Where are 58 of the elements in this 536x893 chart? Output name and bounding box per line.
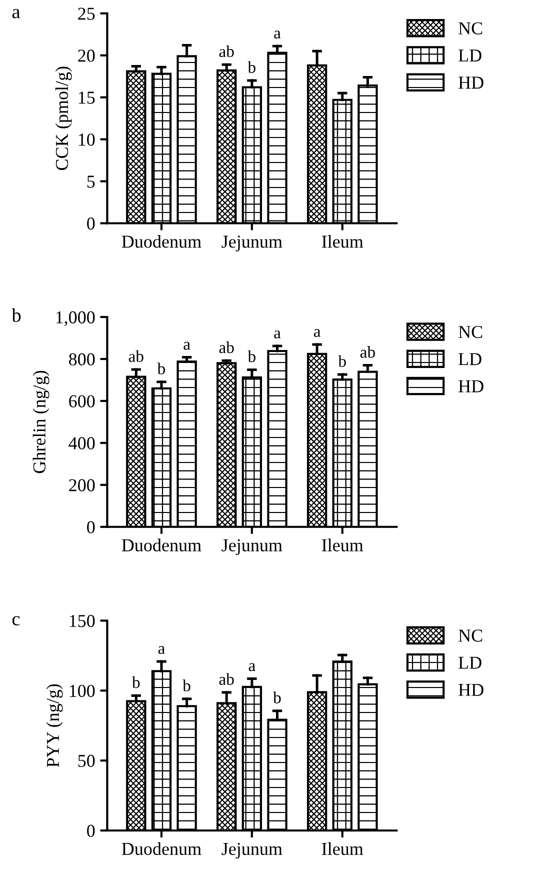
y-tick-label: 150 [70,614,95,628]
y-tick-label: 25 [78,8,95,20]
data-label: a [274,330,281,338]
legend-label: NC [458,22,482,34]
y-tick-label: 0 [87,218,95,230]
x-tick-label: Jejunum [222,842,282,859]
x-tick-label: Ileum [322,842,364,855]
legend-label: LD [458,656,482,669]
data-label: ab [128,350,144,362]
y-tick-label: 800 [69,353,95,366]
data-label: b [248,350,256,362]
legend-label: LD [458,353,482,366]
y-tick-label: 600 [69,395,95,408]
x-tick-label: Ileum [322,538,364,552]
y-tick-label: 5 [87,176,95,188]
legend-label: HD [458,684,484,696]
data-label: b [338,355,346,367]
data-label: a [314,328,321,337]
data-label: b [132,676,140,688]
x-tick-label: Duodenum [122,538,202,552]
data-label: a [274,30,281,39]
y-tick-label: 20 [78,50,95,62]
data-label: a [248,663,256,672]
data-label: b [273,692,281,704]
x-tick-label: Duodenum [122,842,202,855]
x-tick-label: Jejunum [222,236,282,252]
y-tick-label: 400 [68,437,95,450]
data-label: b [157,362,165,374]
y-tick-label: 200 [69,479,95,492]
chart-title: b [12,308,21,322]
x-tick-label: Ileum [322,235,364,248]
legend-label: LD [458,50,482,62]
data-label: b [182,680,190,692]
y-axis-title: PYY (ng/g) [46,684,63,768]
legend-label: NC [458,630,482,642]
y-tick-label: 100 [70,684,95,698]
y-tick-label: 50 [78,754,95,767]
chart-title: c [12,616,20,626]
data-label: ab [219,45,234,58]
data-label: a [158,646,165,654]
data-label: ab [219,341,234,354]
x-tick-label: Jejunum [222,539,282,556]
y-tick-label: 0 [87,521,95,534]
data-label: a [184,342,190,350]
legend-label: NC [458,326,482,338]
data-label: ab [360,346,375,358]
chart-title: a [12,8,20,18]
y-tick-label: 1,000 [56,311,95,326]
data-label: b [248,61,256,73]
y-axis-title: CCK (pmol/g) [55,66,72,170]
x-tick-label: Duodenum [122,235,202,248]
data-label: ab [219,673,234,685]
y-tick-label: 0 [87,824,95,837]
y-axis-title: Ghrelin (ng/g) [32,370,50,474]
legend-label: HD [458,380,484,392]
legend-label: HD [458,76,484,89]
y-tick-label: 10 [78,134,95,146]
y-tick-label: 15 [78,92,95,104]
